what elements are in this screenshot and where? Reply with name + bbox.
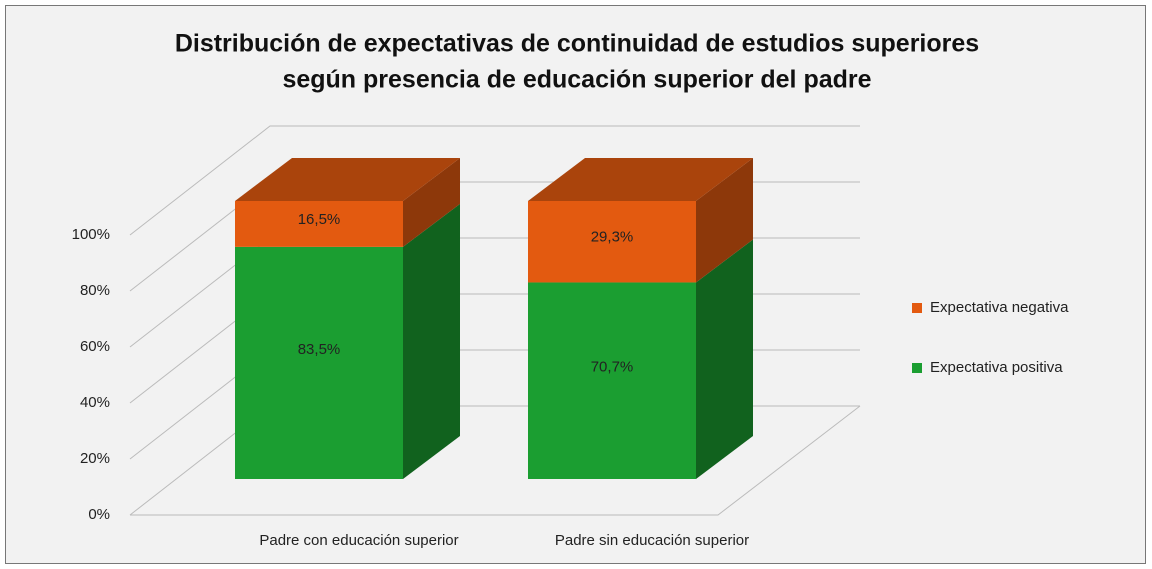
bar-front	[528, 282, 696, 479]
legend-swatch	[912, 303, 922, 313]
y-tick-label: 100%	[72, 226, 110, 243]
chart-title: Distribución de expectativas de continui…	[175, 30, 979, 58]
legend-swatch	[912, 363, 922, 373]
floor-edge	[130, 405, 861, 516]
y-tick-label: 0%	[88, 506, 110, 523]
bar-side	[696, 158, 753, 283]
y-tick-label: 20%	[80, 450, 110, 467]
y-tick-label: 40%	[80, 394, 110, 411]
bar-front	[528, 201, 696, 283]
bar-side	[403, 158, 460, 247]
x-tick-label: Padre con educación superior	[259, 532, 458, 549]
bar-front	[235, 246, 403, 479]
bar-front	[235, 201, 403, 247]
bar-side	[403, 203, 460, 479]
chart-title: según presencia de educación superior de…	[282, 66, 871, 94]
data-label: 29,3%	[591, 229, 634, 246]
data-label: 83,5%	[298, 341, 341, 358]
grid-line	[129, 125, 860, 236]
data-label: 16,5%	[298, 211, 341, 228]
legend-label: Expectativa negativa	[930, 299, 1069, 316]
legend-label: Expectativa positiva	[930, 359, 1063, 376]
bar-side	[696, 239, 753, 479]
bar-top	[235, 158, 460, 201]
x-tick-label: Padre sin educación superior	[555, 532, 749, 549]
y-tick-label: 60%	[80, 338, 110, 355]
bar-top	[528, 158, 753, 201]
y-tick-label: 80%	[80, 282, 110, 299]
data-label: 70,7%	[591, 359, 634, 376]
